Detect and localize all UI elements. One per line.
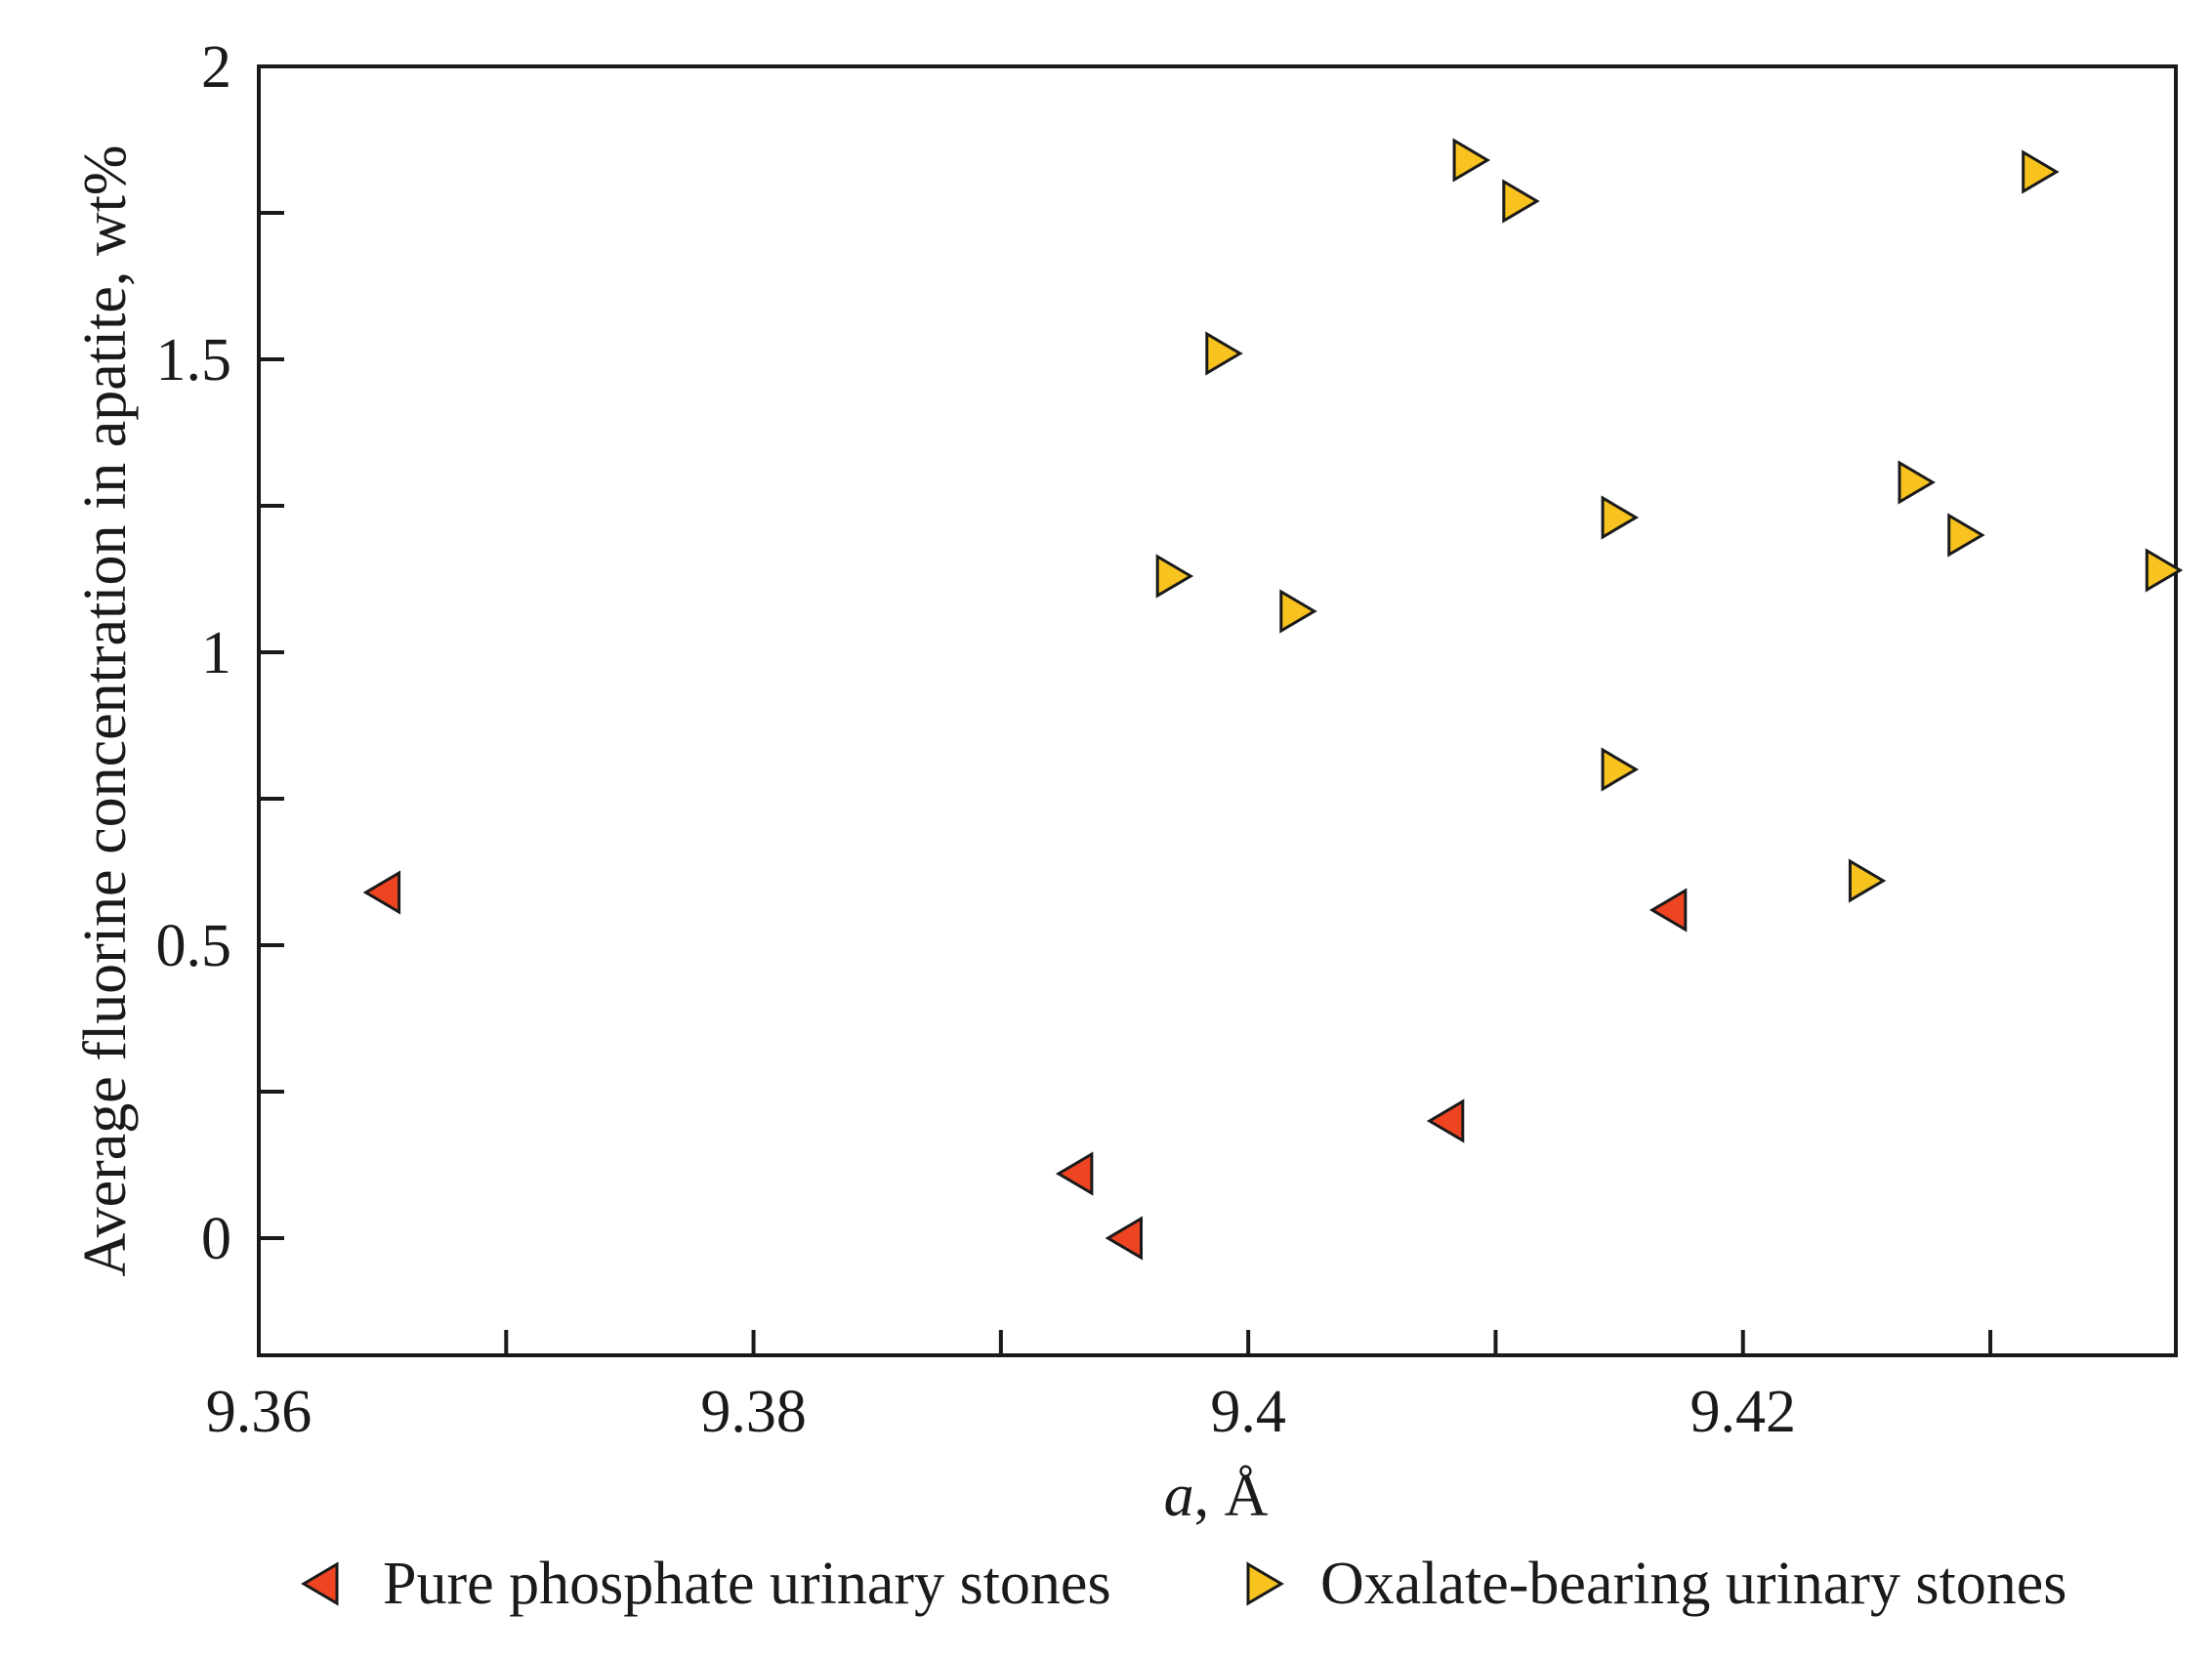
data-point	[1601, 747, 1640, 792]
series-oxalate	[1155, 138, 2184, 903]
legend-label-oxalate: Oxalate-bearing urinary stones	[1320, 1551, 2066, 1617]
data-points	[362, 138, 2184, 1261]
x-axis-title: a, Å	[1164, 1463, 1269, 1529]
data-point	[1947, 513, 1985, 558]
legend-item-oxalate: Oxalate-bearing urinary stones	[1246, 1551, 2066, 1617]
legend-label-phosphate: Pure phosphate urinary stones	[383, 1551, 1111, 1617]
legend-marker-phosphate	[301, 1561, 339, 1606]
data-point	[1848, 858, 1887, 903]
y-tick-label: 1.5	[156, 327, 232, 394]
x-tick-label: 9.38	[700, 1379, 807, 1445]
data-point	[1898, 460, 1936, 505]
data-point	[1105, 1216, 1143, 1261]
y-tick-label: 0.5	[156, 913, 232, 979]
data-point	[2145, 548, 2184, 593]
legend: Pure phosphate urinary stones Oxalate-be…	[301, 1551, 2066, 1617]
y-tick-label: 1	[201, 620, 231, 686]
axis-ticks	[259, 211, 1993, 1355]
data-point	[2022, 149, 2060, 194]
series-phosphate	[362, 870, 1688, 1261]
x-tick-label: 9.42	[1690, 1379, 1796, 1445]
x-axis-unit: , Å	[1194, 1463, 1269, 1529]
legend-item-phosphate: Pure phosphate urinary stones	[301, 1551, 1111, 1617]
x-tick-label: 9.36	[206, 1379, 313, 1445]
x-tick-label: 9.4	[1210, 1379, 1286, 1445]
data-point	[1155, 554, 1194, 599]
data-point	[1279, 589, 1317, 634]
tick-labels: 9.36 9.38 9.4 9.42 0 0.5 1 1.5 2	[156, 34, 1796, 1445]
data-point	[1055, 1151, 1094, 1196]
legend-marker-oxalate	[1246, 1561, 1284, 1606]
data-point	[1649, 888, 1688, 933]
data-point	[1452, 138, 1491, 183]
y-tick-label: 2	[201, 34, 231, 101]
x-axis-symbol: a	[1164, 1463, 1194, 1529]
plot-frame	[257, 64, 2178, 1357]
y-tick-label: 0	[201, 1206, 231, 1272]
y-axis-title: Average fluorine concentration in apatit…	[72, 145, 139, 1276]
data-point	[1502, 179, 1540, 224]
data-point	[1426, 1098, 1465, 1143]
data-point	[1205, 331, 1243, 376]
data-point	[362, 870, 401, 915]
data-point	[1601, 495, 1640, 540]
